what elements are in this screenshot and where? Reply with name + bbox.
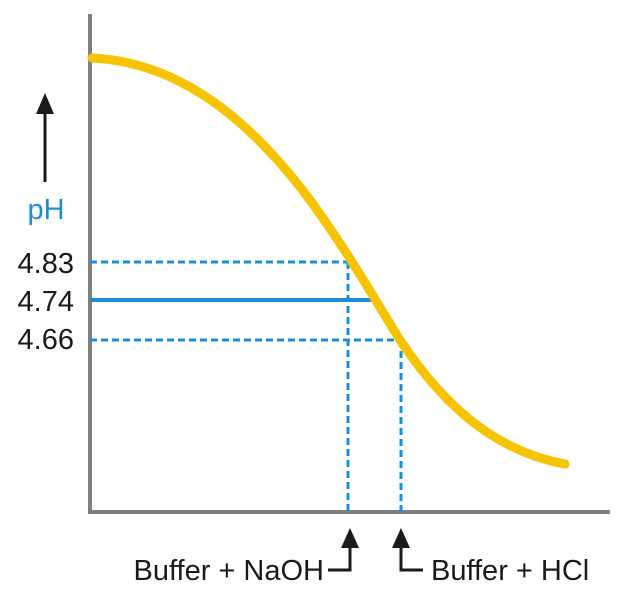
titration-curve bbox=[87, 53, 570, 469]
y-axis-label: pH bbox=[27, 194, 64, 226]
y-tick-label-4.66: 4.66 bbox=[18, 324, 74, 356]
hcl-arrow-icon bbox=[392, 528, 423, 572]
y-axis-arrow-icon bbox=[36, 93, 54, 182]
annotation-buffer-naoh: Buffer + NaOH bbox=[134, 555, 324, 587]
annotation-buffer-hcl: Buffer + HCl bbox=[431, 555, 589, 587]
y-tick-label-4.83: 4.83 bbox=[18, 248, 74, 280]
naoh-arrow-icon bbox=[328, 528, 359, 572]
y-tick-label-4.74: 4.74 bbox=[18, 286, 74, 318]
